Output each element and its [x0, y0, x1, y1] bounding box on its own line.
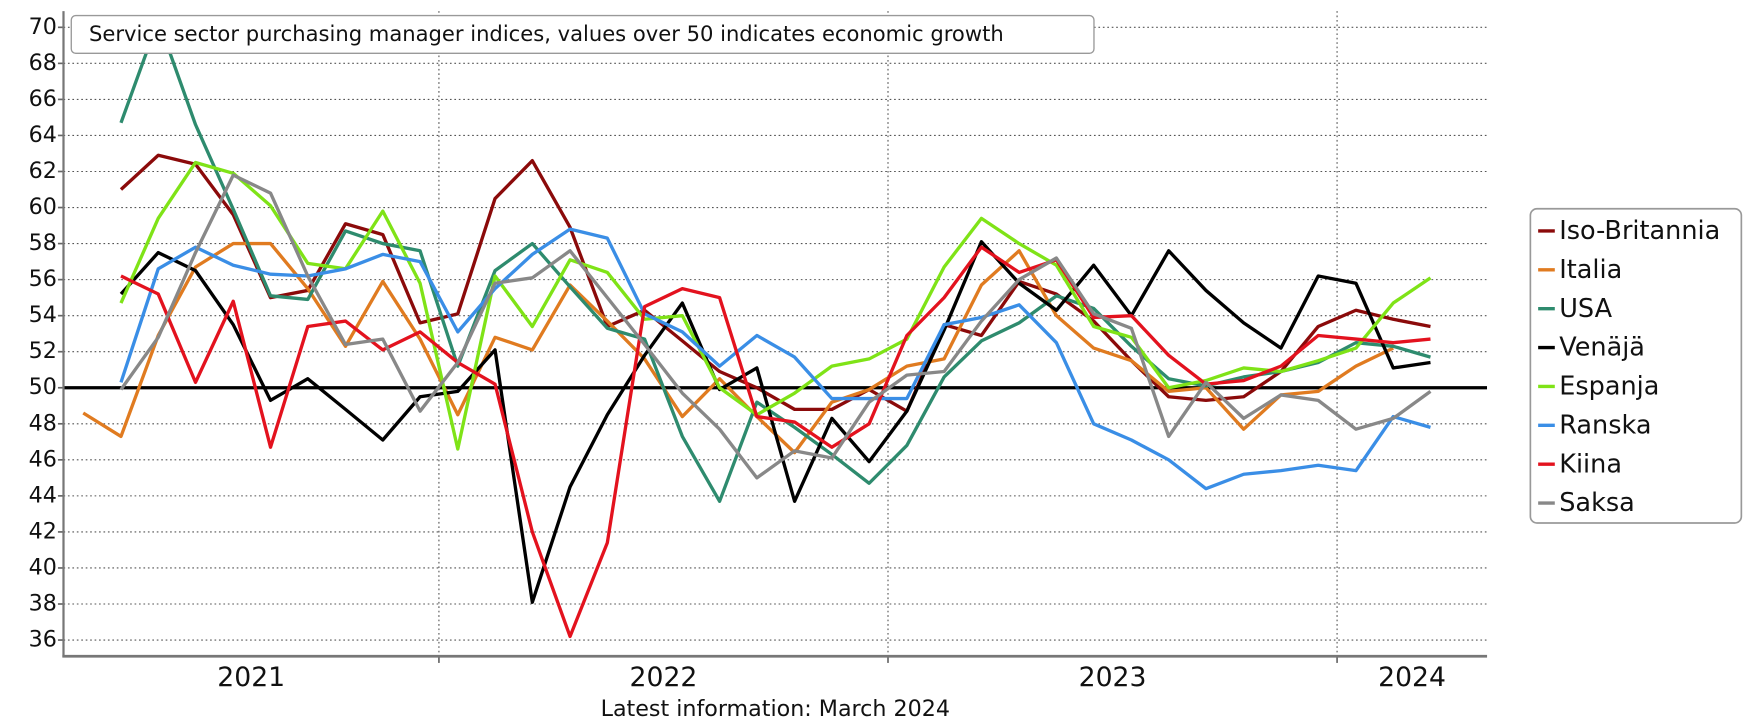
- legend-label: USA: [1559, 294, 1612, 324]
- y-tick-label: 56: [29, 266, 57, 292]
- legend-box: [1529, 207, 1743, 524]
- legend-label: Ranska: [1559, 410, 1651, 440]
- lines: [63, 18, 1488, 639]
- series-line: [119, 173, 1432, 480]
- y-tick-label: 48: [29, 410, 57, 436]
- y-tick-label: 42: [29, 518, 57, 544]
- legend-label: Italia: [1559, 255, 1622, 285]
- y-tick-label: 60: [29, 194, 57, 220]
- y-tick-label: 44: [29, 482, 57, 508]
- y-tick-label: 62: [29, 158, 57, 184]
- series-line: [119, 153, 1431, 413]
- legend: Iso-Britannia Italia USA Venäjä Espanja Ransk…: [1538, 216, 1720, 518]
- y-tick-label: 70: [29, 14, 57, 40]
- y-tick-label: 54: [29, 302, 57, 328]
- legend-label: Venäjä: [1559, 333, 1645, 363]
- series-line: [120, 245, 1431, 639]
- y-tick-label: 40: [29, 554, 57, 580]
- grid: [63, 11, 1488, 657]
- title-box: [70, 14, 1095, 54]
- y-tick-label: 52: [29, 338, 57, 364]
- series-line: [119, 227, 1431, 491]
- x-caption: Latest information: March 2024: [601, 696, 950, 722]
- x-tick-label: 2022: [630, 662, 698, 693]
- y-tick-label: 38: [29, 591, 57, 617]
- y-tick-label: 36: [29, 627, 57, 653]
- x-tick-label: 2023: [1079, 662, 1147, 693]
- y-tick-label: 58: [29, 230, 57, 256]
- y-tick-label: 68: [29, 50, 57, 76]
- legend-label: Iso-Britannia: [1559, 216, 1720, 246]
- series-line: [119, 160, 1432, 451]
- legend-label: Espanja: [1559, 372, 1659, 402]
- y-tick-label: 50: [29, 374, 57, 400]
- legend-label: Kiina: [1559, 449, 1622, 479]
- x-tick-label: 2021: [217, 662, 285, 693]
- chart-title: Service sector purchasing manager indice…: [89, 21, 1004, 46]
- series-line: [82, 241, 1394, 455]
- y-tick-label: 46: [29, 446, 57, 472]
- legend-label: Saksa: [1559, 488, 1635, 518]
- y-tick-label: 64: [29, 122, 57, 148]
- axes: 36 38 40 42 44 46 48 50 52 54 56 58 60 62 64 66 68 70 2021…: [29, 11, 1488, 693]
- y-tick-label: 66: [29, 86, 57, 112]
- series-line: [119, 240, 1431, 604]
- x-tick-label: 2024: [1378, 662, 1446, 693]
